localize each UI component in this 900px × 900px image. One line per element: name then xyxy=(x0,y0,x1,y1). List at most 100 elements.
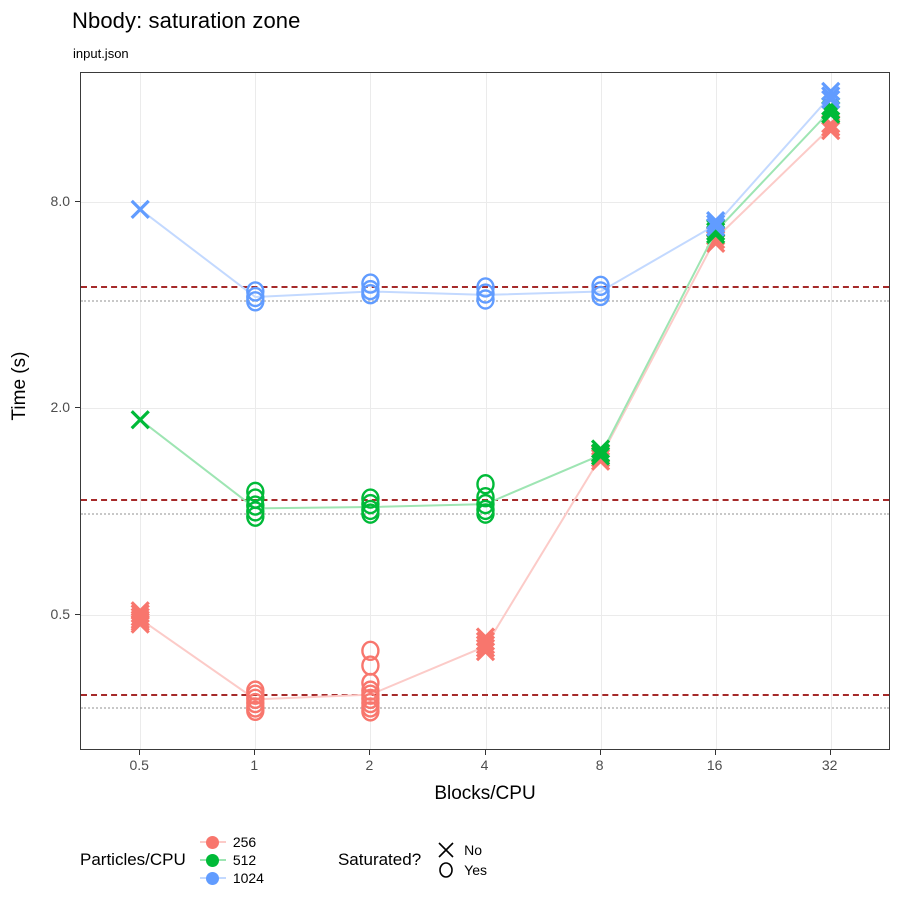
legend-key-1024[interactable]: 1024 xyxy=(199,869,264,887)
legend-key-256[interactable]: 256 xyxy=(199,833,264,851)
page-title: Nbody: saturation zone xyxy=(72,8,301,33)
gridline-x-5 xyxy=(715,73,717,749)
x-tick-mark-5 xyxy=(714,750,716,755)
cross-marker xyxy=(821,104,841,124)
data-layer xyxy=(130,81,841,722)
legend-color-keys: 256 512 1024 xyxy=(199,833,282,887)
x-tick-label-2: 2 xyxy=(365,757,374,773)
legend-label-256: 256 xyxy=(232,834,257,850)
cross-marker xyxy=(130,607,150,627)
circle-marker xyxy=(361,701,380,722)
reference-line-dotted-5 xyxy=(81,707,889,710)
x-tick-mark-0 xyxy=(139,750,141,755)
x-tick-label-6: 32 xyxy=(821,757,838,773)
x-axis-title: Blocks/CPU xyxy=(434,783,536,804)
y-axis-title: Time (s) xyxy=(9,351,30,421)
cross-marker xyxy=(706,210,726,231)
reference-line-dashed-4 xyxy=(81,694,889,697)
cross-marker xyxy=(706,214,726,234)
legend-key-saturated-No[interactable]: No xyxy=(435,840,487,860)
y-tick-mark-1 xyxy=(75,407,80,409)
cross-marker xyxy=(821,86,841,106)
cross-marker xyxy=(130,410,150,430)
cross-marker xyxy=(590,439,611,459)
circle-marker xyxy=(361,640,380,662)
circle-marker xyxy=(361,493,380,515)
circle-marker xyxy=(361,284,380,305)
gridline-y-0 xyxy=(81,201,889,203)
circle-marker xyxy=(246,495,265,516)
series-256 xyxy=(130,114,841,722)
legend-label-saturated-Yes: Yes xyxy=(464,862,487,878)
series-line-1024 xyxy=(139,95,832,299)
legend: Particles/CPU 256 512 1024 Saturated? No Ye… xyxy=(80,834,890,886)
circle-marker xyxy=(361,273,380,294)
y-tick-label-0: 8.0 xyxy=(50,192,70,209)
series-1024 xyxy=(130,81,841,312)
circle-marker xyxy=(246,281,265,302)
circle-marker xyxy=(476,486,495,508)
gridline-x-2 xyxy=(370,73,372,749)
plot-panel xyxy=(80,72,890,750)
legend-key-512[interactable]: 512 xyxy=(199,851,264,869)
circle-marker xyxy=(246,291,265,312)
x-tick-label-3: 4 xyxy=(480,757,489,773)
circle-marker xyxy=(246,506,265,527)
legend-label-1024: 1024 xyxy=(232,870,264,886)
reference-line-dotted-1 xyxy=(81,299,889,302)
gridline-x-1 xyxy=(255,73,257,749)
y-tick-mark-0 xyxy=(75,200,80,202)
y-tick-label-1: 2.0 xyxy=(50,399,70,416)
legend-swatch-1024 xyxy=(199,869,226,887)
circle-marker xyxy=(361,488,380,509)
circle-marker xyxy=(246,501,265,522)
reference-line-dashed-0 xyxy=(81,285,889,288)
cross-marker xyxy=(590,446,611,466)
gridline-y-2 xyxy=(81,614,889,616)
y-tick-label-2: 0.5 xyxy=(50,605,70,622)
legend-key-saturated-Yes[interactable]: Yes xyxy=(435,860,487,880)
x-tick-mark-6 xyxy=(829,750,831,755)
series-512 xyxy=(130,96,841,527)
cross-marker xyxy=(475,641,496,662)
legend-label-512: 512 xyxy=(232,852,257,868)
cross-marker xyxy=(438,842,454,858)
circle-marker xyxy=(591,285,610,307)
legend-group-shape: Saturated? No Yes xyxy=(338,840,505,880)
circle-marker xyxy=(476,493,495,515)
circle-marker xyxy=(361,503,380,524)
x-tick-label-1: 1 xyxy=(250,757,259,773)
legend-swatch-256 xyxy=(199,833,226,851)
y-tick-mark-2 xyxy=(75,613,80,615)
circle-marker xyxy=(476,283,495,304)
legend-title-saturated: Saturated? xyxy=(337,850,422,869)
chart-subtitle: input.json xyxy=(73,46,129,61)
legend-title-particles: Particles/CPU xyxy=(80,850,186,869)
x-tick-label-4: 8 xyxy=(595,757,604,773)
gridline-x-3 xyxy=(485,73,487,749)
circle-marker xyxy=(439,862,453,878)
circle-marker xyxy=(246,700,265,721)
cross-marker xyxy=(475,635,496,655)
cross-marker xyxy=(130,199,150,220)
circle-marker xyxy=(361,672,380,694)
gridline-x-6 xyxy=(830,73,832,749)
circle-marker xyxy=(476,289,495,310)
circle-marker xyxy=(476,474,495,495)
x-tick-label-0: 0.5 xyxy=(129,757,149,773)
legend-label-saturated-No: No xyxy=(464,842,483,858)
circle-marker xyxy=(591,275,610,297)
x-tick-mark-1 xyxy=(254,750,256,755)
cross-marker xyxy=(706,217,726,237)
gridline-x-4 xyxy=(600,73,602,749)
cross-marker xyxy=(821,121,841,141)
gridline-y-1 xyxy=(81,408,889,410)
circle-marker xyxy=(476,277,495,298)
x-tick-mark-4 xyxy=(599,750,601,755)
circle-marker xyxy=(476,503,495,524)
legend-shape-keys: No Yes xyxy=(435,840,505,880)
cross-marker xyxy=(821,89,841,110)
circle-marker xyxy=(246,481,265,503)
x-tick-label-5: 16 xyxy=(706,757,723,773)
cross-marker xyxy=(130,614,150,634)
